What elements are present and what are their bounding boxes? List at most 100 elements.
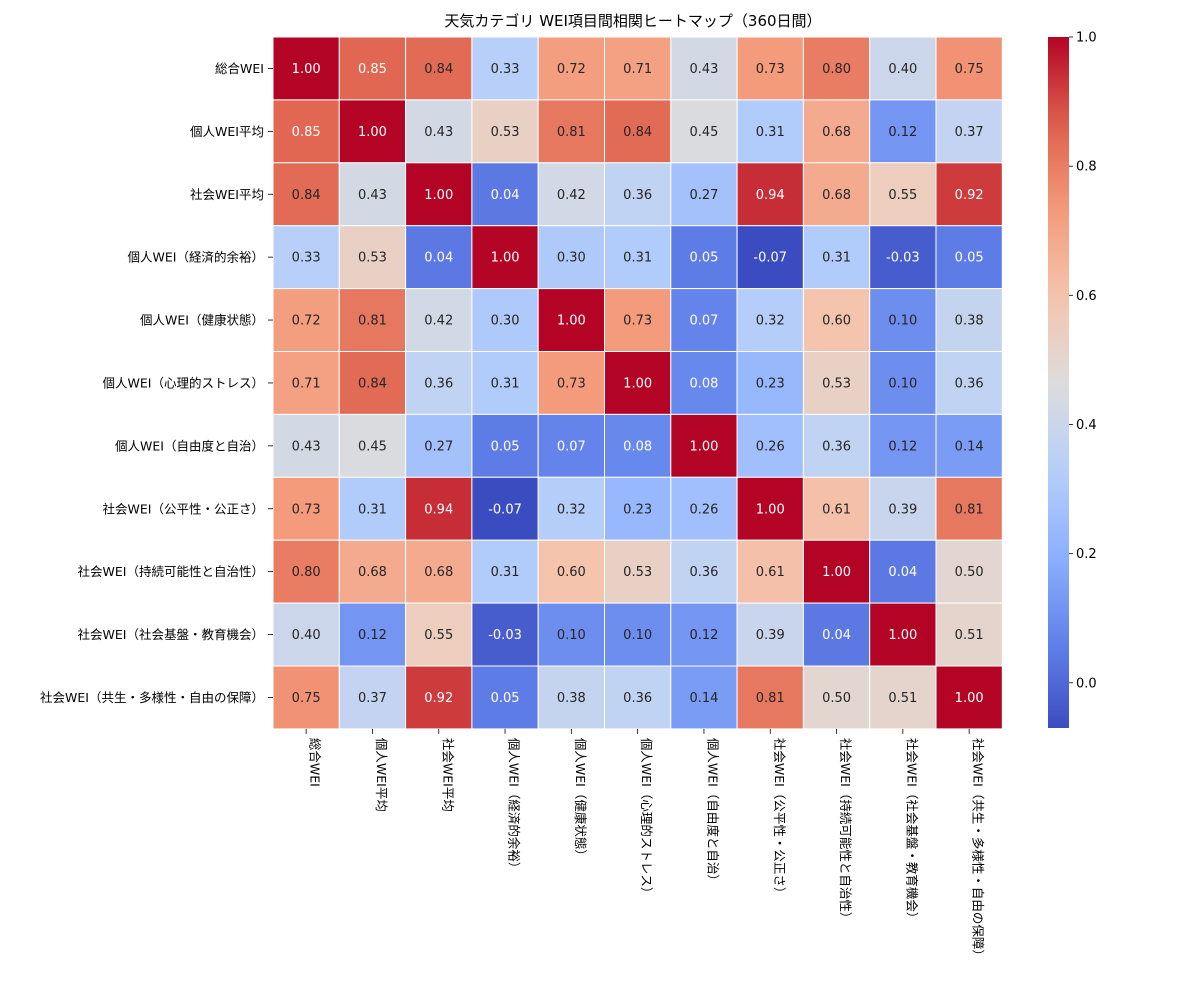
cell-value-label: 1.00 [888, 628, 917, 643]
heatmap-cell [670, 162, 738, 227]
heatmap-cell [736, 539, 804, 604]
cell-value-label: 0.30 [491, 314, 520, 329]
colorbar-gradient [1048, 37, 1069, 728]
heatmap-cell [670, 288, 738, 353]
cell-value-label: 0.12 [888, 439, 917, 454]
cell-value-label: 0.39 [888, 502, 917, 517]
heatmap-cell [405, 225, 473, 290]
cell-value-label: 0.38 [955, 314, 984, 329]
cell-value-label: 0.71 [292, 376, 321, 391]
x-tick-label: 社会WEI（持続可能性と自治性） [838, 738, 853, 924]
heatmap-cell [869, 665, 937, 730]
heatmap-cell [935, 602, 1003, 667]
cell-value-label: 0.31 [822, 251, 851, 266]
cell-value-label: 0.68 [424, 565, 453, 580]
cell-value-label: 0.68 [358, 565, 387, 580]
x-tick-label: 個人WEI（自由度と自治） [705, 738, 720, 887]
heatmap-cell [471, 476, 539, 541]
heatmap-cell [802, 602, 871, 667]
y-tick-label: 個人WEI（経済的余裕） [128, 250, 264, 265]
cell-value-label: 0.36 [955, 376, 984, 391]
cell-value-label: 0.10 [623, 628, 652, 643]
cell-value-label: 0.05 [491, 691, 520, 706]
heatmap-cell [272, 99, 340, 164]
cell-value-label: 0.60 [822, 314, 851, 329]
y-tick-label: 個人WEI（自由度と自治） [115, 438, 264, 453]
cell-value-label: 0.08 [689, 376, 718, 391]
heatmap-cell [935, 288, 1003, 353]
cell-value-label: 0.92 [955, 188, 984, 203]
heatmap-cell [935, 539, 1003, 604]
cell-value-label: 0.40 [292, 628, 321, 643]
cell-value-label: 0.75 [955, 62, 984, 77]
heatmap-cell [935, 36, 1003, 101]
colorbar-tick-label: 0.6 [1076, 289, 1097, 304]
heatmap-cell [670, 539, 738, 604]
cell-value-label: 0.26 [689, 502, 718, 517]
heatmap-cell [935, 99, 1003, 164]
cell-value-label: 0.80 [292, 565, 321, 580]
heatmap-cell [272, 476, 340, 541]
x-tick-label: 個人WEI（心理的ストレス） [639, 738, 654, 899]
cell-value-label: 0.40 [888, 62, 917, 77]
heatmap-cell [272, 602, 340, 667]
cell-value-label: 0.71 [623, 62, 652, 77]
y-tick-label: 社会WEI平均 [190, 187, 264, 202]
heatmap-cell [272, 288, 340, 353]
cell-value-label: 0.31 [756, 125, 785, 140]
cell-value-label: 0.36 [424, 376, 453, 391]
cell-value-label: 0.10 [888, 314, 917, 329]
colorbar-tick-label: 0.4 [1076, 418, 1097, 433]
cell-value-label: 0.32 [756, 314, 785, 329]
heatmap-cell [604, 413, 672, 478]
cell-value-label: 1.00 [557, 314, 586, 329]
cell-value-label: 0.84 [623, 125, 652, 140]
heatmap-cell [405, 36, 473, 101]
cell-value-label: 0.50 [955, 565, 984, 580]
heatmap-cell [736, 602, 804, 667]
heatmap-cell [670, 413, 738, 478]
cell-value-label: 0.43 [292, 439, 321, 454]
cell-value-label: 0.26 [756, 439, 785, 454]
cell-value-label: 0.05 [689, 251, 718, 266]
heatmap-cell [338, 413, 407, 478]
heatmap-cell [604, 539, 672, 604]
cell-value-label: 0.10 [557, 628, 586, 643]
cell-value-label: 0.81 [358, 314, 387, 329]
heatmap-cell [604, 665, 672, 730]
heatmap-cell [537, 99, 606, 164]
heatmap-cell [405, 539, 473, 604]
heatmap-cell [869, 539, 937, 604]
heatmap-cell [802, 288, 871, 353]
y-tick-label: 社会WEI（共生・多様性・自由の保障） [40, 690, 264, 705]
cell-value-label: 0.84 [424, 62, 453, 77]
cell-value-label: 0.92 [424, 691, 453, 706]
heatmap-cell [670, 476, 738, 541]
cell-value-label: 0.61 [756, 565, 785, 580]
x-tick-label: 社会WEI（共生・多様性・自由の保障） [971, 738, 986, 962]
x-axis-labels: 総合WEI 個人WEI平均 社会WEI平均 個人WEI（経済的余裕） 個人WEI（健康状… [305, 728, 986, 962]
heatmap-cell [869, 288, 937, 353]
heatmap-cell [670, 225, 738, 290]
cell-value-label: 1.00 [689, 439, 718, 454]
heatmap-cell [802, 99, 871, 164]
cell-value-label: 0.12 [689, 628, 718, 643]
cell-value-label: 0.31 [623, 251, 652, 266]
x-tick-label: 個人WEI（経済的余裕） [507, 738, 522, 874]
cell-value-label: 0.53 [623, 565, 652, 580]
x-tick-label: 個人WEI平均 [374, 738, 389, 812]
cell-value-label: 0.08 [623, 439, 652, 454]
cell-value-label: -0.07 [488, 502, 522, 517]
y-tick-label: 社会WEI（持続可能性と自治性） [78, 564, 264, 579]
cell-value-label: 0.07 [689, 314, 718, 329]
cell-value-label: 0.04 [491, 188, 520, 203]
cell-value-label: 0.73 [292, 502, 321, 517]
heatmap-cell [604, 351, 672, 415]
cell-value-label: 0.36 [623, 691, 652, 706]
cell-value-label: 1.00 [491, 251, 520, 266]
x-tick-label: 社会WEI（社会基盤・教育機会） [904, 738, 919, 924]
cell-value-label: 0.04 [888, 565, 917, 580]
cell-value-label: 0.37 [358, 691, 387, 706]
cell-value-label: 0.72 [292, 314, 321, 329]
y-tick-label: 個人WEI（心理的ストレス） [103, 375, 264, 390]
